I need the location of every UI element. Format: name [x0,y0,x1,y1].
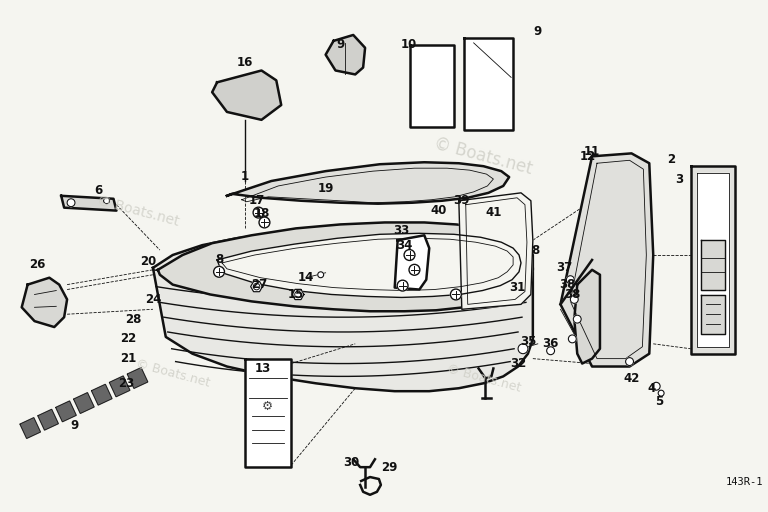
Text: 13: 13 [254,362,270,375]
Polygon shape [91,385,112,405]
Text: 1: 1 [240,169,249,183]
Text: 38: 38 [564,288,581,301]
Text: 6: 6 [94,184,103,197]
Circle shape [571,295,578,304]
Text: 17: 17 [248,194,265,207]
Text: 19: 19 [317,182,334,196]
Text: 18: 18 [253,207,270,220]
Text: 30: 30 [343,456,359,468]
Circle shape [547,347,554,355]
Text: 14: 14 [298,271,314,284]
Text: © Boats.net: © Boats.net [95,193,181,228]
Circle shape [573,315,581,323]
Text: 23: 23 [118,377,134,390]
Text: 22: 22 [120,332,137,346]
Text: 28: 28 [125,313,141,326]
Polygon shape [464,38,513,130]
Text: 37: 37 [556,261,573,274]
Polygon shape [38,409,58,430]
Circle shape [409,264,420,275]
Circle shape [397,280,408,291]
Text: 9: 9 [336,38,345,51]
Polygon shape [127,368,147,389]
Polygon shape [20,418,41,438]
Text: 9: 9 [534,25,542,37]
Polygon shape [74,393,94,413]
Text: 34: 34 [396,239,412,251]
Text: © Boats.net: © Boats.net [445,362,522,395]
Text: 31: 31 [509,281,525,294]
Text: 4: 4 [647,382,655,395]
Polygon shape [250,282,263,292]
Polygon shape [690,166,735,354]
Text: 12: 12 [580,150,596,163]
Text: 32: 32 [510,357,526,370]
Polygon shape [697,173,729,347]
Circle shape [318,272,323,278]
Polygon shape [700,240,725,290]
Text: 21: 21 [120,352,137,365]
Circle shape [566,276,574,284]
Text: 26: 26 [29,259,45,271]
Polygon shape [22,278,67,327]
Polygon shape [458,193,533,309]
Text: 3: 3 [675,173,683,185]
Text: 5: 5 [655,395,664,408]
Polygon shape [409,45,454,127]
Polygon shape [56,401,76,422]
Polygon shape [217,233,521,297]
Circle shape [652,382,660,390]
Text: © Boats.net: © Boats.net [134,357,211,390]
Text: ⚙: ⚙ [262,399,273,413]
Circle shape [253,207,264,218]
Text: 16: 16 [237,56,253,69]
Text: 35: 35 [520,335,536,348]
Text: 11: 11 [584,145,600,158]
Circle shape [104,198,110,204]
Text: 39: 39 [454,194,470,207]
Circle shape [658,390,664,396]
Circle shape [451,289,462,300]
Polygon shape [292,289,304,300]
Text: 9: 9 [70,419,78,432]
Polygon shape [61,196,117,210]
Text: 20: 20 [140,255,156,268]
Polygon shape [153,228,533,391]
Text: 10: 10 [400,38,417,51]
Text: 2: 2 [667,153,675,166]
Text: 29: 29 [382,461,398,474]
Circle shape [404,249,415,261]
Text: 40: 40 [431,204,447,217]
Circle shape [67,199,75,207]
Polygon shape [158,222,533,311]
Polygon shape [245,358,291,467]
Text: 15: 15 [288,288,304,301]
Text: 24: 24 [144,293,161,306]
Text: 33: 33 [393,224,410,237]
Polygon shape [326,35,365,74]
Circle shape [568,335,576,343]
Text: 38: 38 [559,278,575,291]
Circle shape [626,358,634,366]
Polygon shape [395,236,429,290]
Text: 8: 8 [531,244,540,257]
Polygon shape [561,154,654,367]
Circle shape [259,217,270,228]
Polygon shape [700,295,725,334]
Circle shape [518,344,528,354]
Text: 8: 8 [215,253,223,266]
Polygon shape [227,162,509,204]
Text: 27: 27 [251,278,267,291]
Polygon shape [574,270,600,364]
Text: 36: 36 [542,337,559,350]
Text: 41: 41 [485,206,502,219]
Circle shape [214,266,224,277]
Text: 143R-1: 143R-1 [725,477,763,487]
Polygon shape [109,376,130,397]
Text: © Boats.net: © Boats.net [432,135,535,178]
Polygon shape [212,71,281,120]
Text: 42: 42 [624,372,640,385]
